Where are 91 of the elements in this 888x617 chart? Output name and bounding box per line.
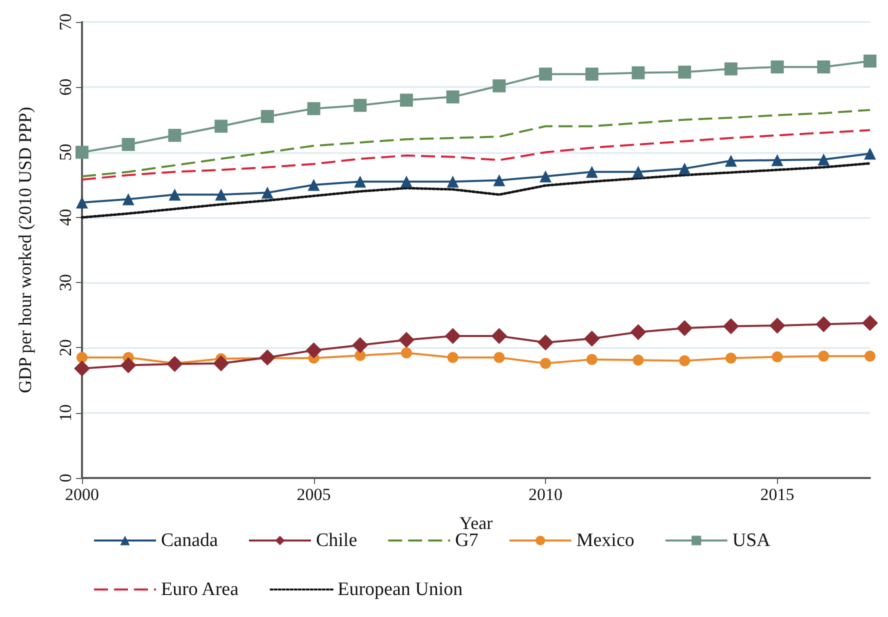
point [76,196,88,208]
point [864,148,876,160]
point [864,54,876,68]
point [724,154,737,167]
legend-label: Canada [161,530,219,551]
point [400,347,412,358]
point [538,334,554,351]
point [862,314,878,331]
point [215,188,228,201]
point [725,352,736,364]
point [724,62,738,76]
legend-label: Euro Area [161,579,240,600]
point [493,174,506,186]
point [352,337,368,354]
point [214,120,228,133]
y-tick-label: 50 [56,144,75,161]
x-tick-label: 2000 [65,485,99,504]
legend-label: Mexico [576,530,634,551]
point [354,176,366,188]
point [678,162,691,175]
point [818,153,830,166]
point [817,60,830,74]
point [491,328,508,344]
point [122,193,134,206]
point [400,176,412,188]
point [492,79,506,92]
legend-label: G7 [455,530,478,551]
x-tick-label: 2015 [760,485,794,504]
x-tick-label: 2005 [296,485,331,504]
point [676,320,693,336]
y-tick-label: 60 [56,78,75,96]
point [166,356,183,372]
point [632,166,644,178]
y-axis-title: GDP per hour worked (2010 USD PPP) [15,106,35,394]
point [630,324,646,340]
point [354,98,367,112]
point [584,330,600,347]
y-tick-label: 20 [56,339,75,356]
y-tick-label: 30 [56,274,75,292]
point [586,166,598,178]
y-tick-label: 10 [56,404,75,422]
point [632,66,645,80]
point [772,351,783,362]
y-tick-label: 40 [56,208,75,226]
point [540,170,552,182]
y-tick-label: 0 [56,474,75,482]
point [76,146,88,159]
point [771,154,784,166]
point [446,176,459,188]
point [213,355,230,372]
point [769,318,786,334]
point [494,352,505,363]
point [864,350,876,362]
point [632,354,644,366]
point [585,68,598,81]
point [260,110,274,123]
point [444,328,461,344]
point [354,350,366,362]
point [446,90,460,104]
point [259,349,276,366]
point [722,318,739,334]
legend-label: European Union [338,579,464,600]
point [306,342,322,358]
legend-label: Chile [316,530,358,551]
point [540,358,552,369]
point [539,68,552,81]
point [770,60,784,74]
point [308,178,320,191]
line-series [81,108,871,178]
point [261,186,274,199]
point [74,360,90,377]
point [76,352,88,363]
point [818,350,830,362]
line-series [80,162,872,219]
x-tick-label: 2010 [528,485,563,504]
point [122,138,135,151]
point [307,102,320,116]
point [678,66,692,79]
point [168,128,182,142]
point [168,188,181,201]
point [586,354,598,365]
line-series [81,129,871,181]
point [120,357,136,374]
x-axis-title: Year [459,513,493,533]
point [816,316,832,332]
point [398,332,414,348]
y-tick-label: 70 [56,14,75,30]
point [447,352,458,363]
legend-label: USA [732,530,771,551]
point [400,94,413,107]
point [679,355,690,366]
